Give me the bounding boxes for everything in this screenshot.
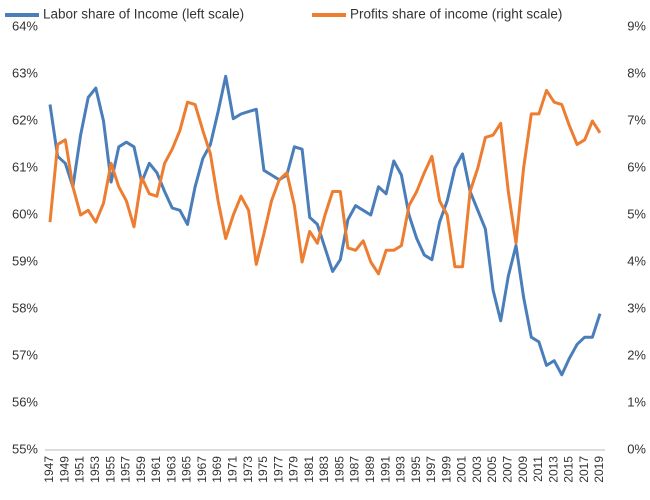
x-tick-label: 1957	[119, 456, 133, 483]
x-tick-label: 1995	[409, 456, 423, 483]
y2-tick-label: 6%	[627, 159, 646, 174]
y2-tick-label: 3%	[627, 300, 646, 315]
y2-tick-label: 0%	[627, 441, 646, 456]
x-tick-label: 1977	[271, 456, 285, 483]
y2-tick-label: 7%	[627, 112, 646, 127]
y-tick-label: 56%	[12, 394, 38, 409]
x-tick-label: 1965	[180, 456, 194, 483]
y-tick-label: 63%	[12, 65, 38, 80]
x-tick-label: 1955	[103, 456, 117, 483]
series-line	[48, 88, 602, 276]
x-tick-label: 1959	[134, 456, 148, 483]
y-tick-label: 62%	[12, 112, 38, 127]
y2-tick-label: 4%	[627, 253, 646, 268]
y-tick-label: 59%	[12, 253, 38, 268]
legend-label: Labor share of Income (left scale)	[43, 7, 244, 22]
x-tick-label: 1969	[210, 456, 224, 483]
y2-tick-label: 8%	[627, 65, 646, 80]
x-tick-label: 1953	[88, 456, 102, 483]
x-tick-label: 1983	[317, 456, 331, 483]
x-tick-label: 2001	[455, 456, 469, 483]
x-tick-label: 1951	[73, 456, 87, 483]
x-tick-label: 1993	[394, 456, 408, 483]
x-tick-label: 1967	[195, 456, 209, 483]
y-tick-label: 58%	[12, 300, 38, 315]
x-tick-label: 1989	[363, 456, 377, 483]
legend-label: Profits share of income (right scale)	[350, 7, 562, 22]
x-tick-label: 2005	[485, 456, 499, 483]
y-tick-label: 57%	[12, 347, 38, 362]
x-tick-label: 2015	[562, 456, 576, 483]
x-tick-label: 1973	[241, 456, 255, 483]
x-tick-label: 2013	[546, 456, 560, 483]
x-tick-label: 2011	[531, 456, 545, 482]
y2-tick-label: 5%	[627, 206, 646, 221]
y2-tick-label: 1%	[627, 394, 646, 409]
x-tick-label: 1997	[424, 456, 438, 483]
x-tick-label: 1971	[226, 456, 240, 483]
x-tick-label: 1991	[378, 456, 392, 483]
x-tick-label: 2003	[470, 456, 484, 483]
x-tick-label: 1987	[348, 456, 362, 483]
y2-tick-label: 9%	[627, 18, 646, 33]
x-tick-label: 1985	[332, 456, 346, 483]
y-tick-label: 61%	[12, 159, 38, 174]
x-tick-label: 1947	[42, 456, 56, 483]
x-tick-label: 2007	[501, 456, 515, 483]
x-tick-label: 2017	[577, 456, 591, 483]
y-tick-label: 60%	[12, 206, 38, 221]
x-tick-label: 1961	[149, 456, 163, 483]
x-tick-label: 1999	[439, 456, 453, 483]
y2-tick-label: 2%	[627, 347, 646, 362]
y-tick-label: 55%	[12, 441, 38, 456]
x-tick-label: 1979	[287, 456, 301, 483]
x-tick-label: 2009	[516, 456, 530, 483]
x-tick-label: 1975	[256, 456, 270, 483]
x-tick-label: 2019	[592, 456, 606, 483]
x-tick-label: 1963	[164, 456, 178, 483]
y-tick-label: 64%	[12, 18, 38, 33]
x-tick-label: 1949	[57, 456, 71, 483]
x-tick-label: 1981	[302, 456, 316, 483]
